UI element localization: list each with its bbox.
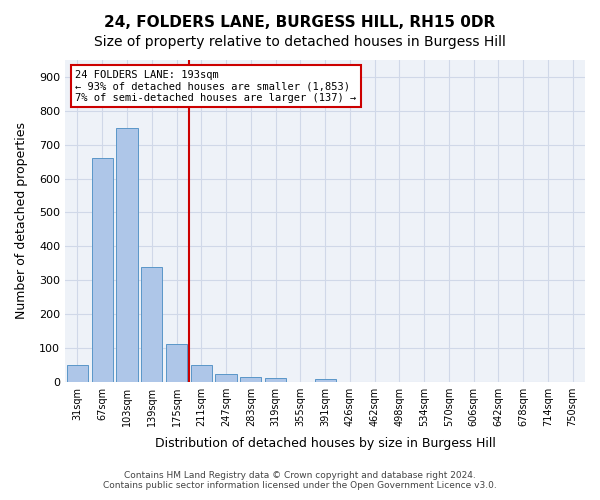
Bar bbox=[240, 376, 261, 382]
Bar bbox=[166, 344, 187, 382]
Bar bbox=[191, 364, 212, 382]
Bar bbox=[92, 158, 113, 382]
Text: Contains HM Land Registry data © Crown copyright and database right 2024.
Contai: Contains HM Land Registry data © Crown c… bbox=[103, 470, 497, 490]
Bar bbox=[141, 266, 162, 382]
Text: Size of property relative to detached houses in Burgess Hill: Size of property relative to detached ho… bbox=[94, 35, 506, 49]
X-axis label: Distribution of detached houses by size in Burgess Hill: Distribution of detached houses by size … bbox=[155, 437, 496, 450]
Text: 24, FOLDERS LANE, BURGESS HILL, RH15 0DR: 24, FOLDERS LANE, BURGESS HILL, RH15 0DR bbox=[104, 15, 496, 30]
Y-axis label: Number of detached properties: Number of detached properties bbox=[15, 122, 28, 320]
Text: 24 FOLDERS LANE: 193sqm
← 93% of detached houses are smaller (1,853)
7% of semi-: 24 FOLDERS LANE: 193sqm ← 93% of detache… bbox=[76, 70, 357, 103]
Bar bbox=[215, 374, 236, 382]
Bar bbox=[265, 378, 286, 382]
Bar bbox=[67, 364, 88, 382]
Bar bbox=[116, 128, 137, 382]
Bar bbox=[314, 379, 335, 382]
